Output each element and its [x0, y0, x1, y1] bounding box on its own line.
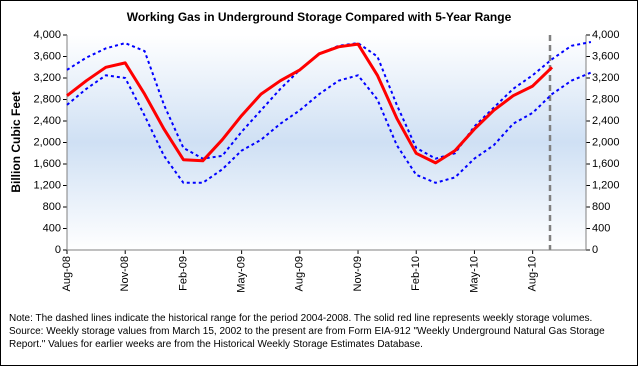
series-line — [66, 41, 592, 160]
x-tick-label: Aug-09 — [294, 256, 306, 291]
y-tick-label: 2,000 — [33, 136, 61, 148]
y-tick-label: 4,000 — [33, 29, 61, 41]
x-tick-label: Aug-10 — [527, 256, 539, 291]
x-tick-label: Feb-10 — [410, 256, 422, 291]
x-tick-label: May-09 — [236, 256, 248, 293]
y-tick-label: 1,200 — [33, 179, 61, 191]
y2-tick-label: 3,200 — [592, 72, 620, 84]
y-tick-label: 0 — [55, 244, 61, 256]
x-tick-label: May-10 — [468, 256, 480, 293]
series-line — [66, 42, 554, 165]
y2-tick-label: 4,000 — [592, 29, 620, 41]
y2-tick-label: 3,600 — [592, 50, 620, 62]
chart-title: Working Gas in Underground Storage Compa… — [127, 10, 512, 24]
note: Note: The dashed lines indicate the hist… — [9, 313, 605, 350]
y2-tick-label: 2,000 — [592, 136, 620, 148]
y-axis-label: Billion Cubic Feet — [9, 91, 23, 192]
y-tick-label: 2,800 — [33, 93, 61, 105]
y-tick-label: 3,600 — [33, 50, 61, 62]
y2-tick-label: 800 — [592, 201, 610, 213]
y2-tick-label: 1,200 — [592, 179, 620, 191]
plot-area — [67, 35, 586, 250]
y-tick-label: 3,200 — [33, 72, 61, 84]
x-tick-label: Nov-09 — [352, 256, 364, 291]
y-tick-label: 2,400 — [33, 115, 61, 127]
y2-tick-label: 400 — [592, 222, 610, 234]
y-tick-label: 400 — [43, 222, 61, 234]
y-tick-label: 800 — [43, 201, 61, 213]
y-tick-label: 1,600 — [33, 158, 61, 170]
x-tick-label: Nov-08 — [119, 256, 131, 291]
y2-tick-label: 0 — [592, 244, 598, 256]
x-tick-label: Aug-08 — [61, 256, 73, 291]
y2-tick-label: 2,800 — [592, 93, 620, 105]
y2-tick-label: 1,600 — [592, 158, 620, 170]
chart: Working Gas in Underground Storage Compa… — [9, 10, 620, 293]
y2-tick-label: 2,400 — [592, 115, 620, 127]
x-tick-label: Feb-09 — [177, 256, 189, 291]
series-line — [66, 71, 592, 184]
